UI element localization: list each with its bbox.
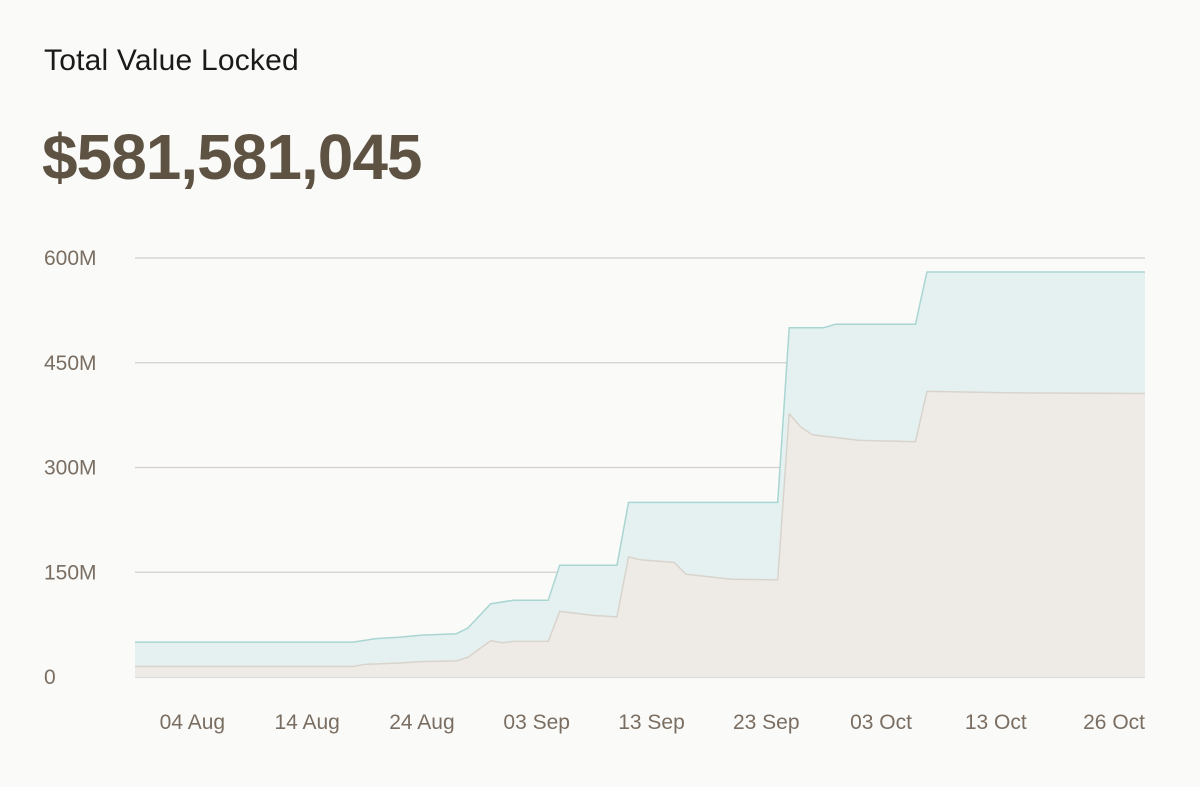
x-tick-label: 13 Oct: [965, 711, 1027, 734]
total-value: $581,581,045: [42, 121, 422, 193]
x-axis: 04 Aug 14 Aug 24 Aug 03 Sep 13 Sep 23 Sep 03 O…: [160, 711, 1145, 734]
x-tick-label: 03 Sep: [503, 711, 570, 734]
y-tick-label: 450M: [44, 352, 97, 375]
x-tick-label: 14 Aug: [274, 711, 339, 734]
y-axis: 0 150M 300M 450M 600M: [44, 247, 97, 689]
y-tick-label: 600M: [44, 247, 97, 270]
x-tick-label: 23 Sep: [733, 711, 800, 734]
lower-series-line: [135, 390, 1146, 668]
upper-series-line: [135, 271, 1145, 643]
y-tick-label: 0: [44, 666, 56, 689]
series-areas: [135, 271, 1146, 677]
x-tick-label: 03 Oct: [850, 711, 912, 734]
lower-series-area: [135, 391, 1145, 677]
x-tick-label: 04 Aug: [160, 711, 225, 734]
y-tick-label: 300M: [44, 457, 97, 480]
x-tick-label: 26 Oct: [1083, 711, 1145, 734]
y-tick-label: 150M: [44, 561, 97, 584]
x-tick-label: 13 Sep: [618, 711, 685, 734]
chart-title: Total Value Locked: [44, 44, 299, 77]
x-tick-label: 24 Aug: [389, 711, 454, 734]
